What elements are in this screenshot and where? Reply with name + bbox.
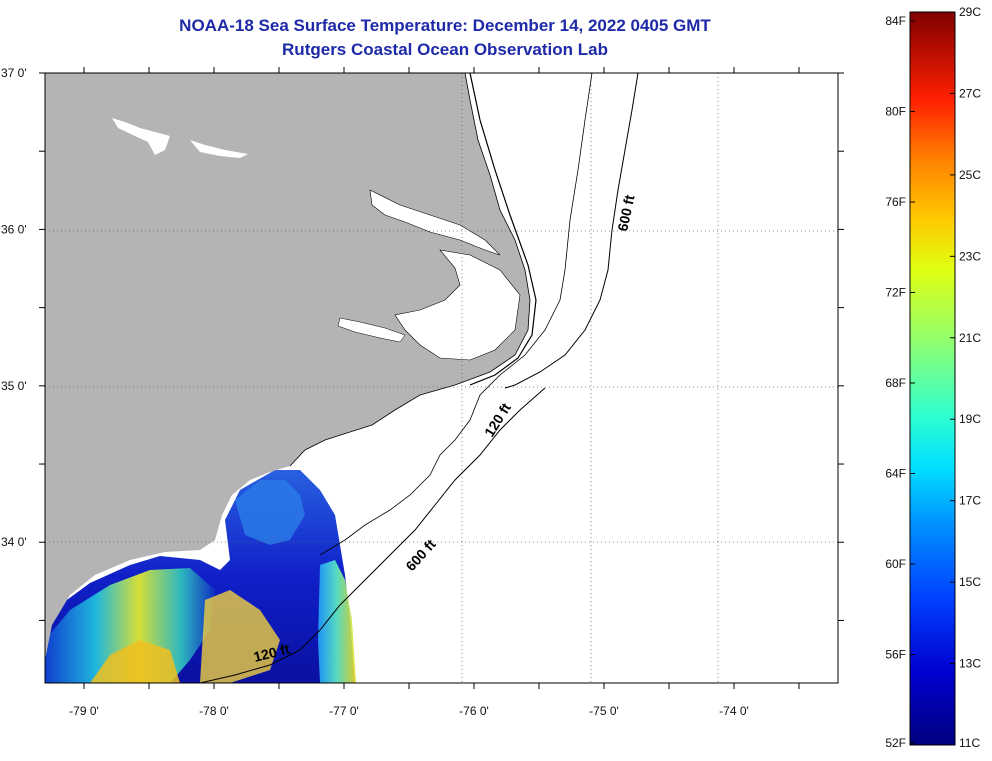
colorbar-c-label: 21C — [959, 331, 981, 345]
colorbar-f-label: 64F — [885, 467, 906, 481]
axis-ticks — [39, 67, 844, 689]
latitude-label: 35 0' — [1, 379, 27, 393]
map-title: NOAA-18 Sea Surface Temperature: Decembe… — [179, 16, 711, 35]
longitude-label: -76 0' — [459, 704, 489, 718]
colorbar-fahrenheit-labels: 84F 80F 76F 72F 68F 64F 60F 56F 52F — [885, 14, 915, 750]
sst-patch-gulfstream — [318, 560, 356, 683]
contour-600ft-south — [199, 387, 546, 683]
colorbar-f-label: 76F — [885, 195, 906, 209]
map-frame — [44, 72, 839, 684]
inland-lake-2 — [190, 140, 248, 158]
grid-lines — [45, 73, 838, 683]
colorbar-f-label: 84F — [885, 14, 906, 28]
sst-patch-nearshore — [235, 480, 305, 545]
colorbar-c-label: 11C — [959, 736, 980, 750]
map-subtitle: Rutgers Coastal Ocean Observation Lab — [282, 40, 608, 59]
contour-600ft-north — [504, 73, 639, 389]
pamlico-sound — [394, 249, 521, 361]
colorbar-c-label: 27C — [959, 86, 981, 100]
pamlico-river — [337, 317, 406, 343]
contour-120ft — [319, 73, 593, 556]
sst-patch-shelf — [200, 590, 280, 683]
longitude-labels: -79 0' -78 0' -77 0' -76 0' -75 0' -74 0' — [69, 704, 749, 718]
latitude-label: 34 0' — [1, 535, 27, 549]
outer-banks — [469, 73, 537, 386]
colorbar-f-label: 80F — [885, 105, 906, 119]
colorbar-c-label: 17C — [959, 494, 981, 508]
latitude-label: 37 0' — [1, 66, 27, 80]
longitude-label: -79 0' — [69, 704, 99, 718]
coast-outline — [289, 73, 531, 467]
contour-label-600ft-north: 600 ft — [614, 193, 637, 232]
colorbar-f-label: 68F — [885, 376, 906, 390]
colorbar-c-label: 19C — [959, 412, 981, 426]
albemarle-sound — [369, 189, 501, 256]
colorbar-c-label: 23C — [959, 249, 981, 263]
sst-patch-warm — [45, 568, 215, 683]
colorbar-c-label: 13C — [959, 657, 981, 671]
longitude-label: -75 0' — [589, 704, 619, 718]
latitude-label: 36 0' — [1, 222, 27, 236]
inland-lake-1 — [112, 118, 170, 155]
longitude-label: -78 0' — [199, 704, 229, 718]
colorbar-f-label: 72F — [885, 286, 906, 300]
colorbar-f-label: 60F — [885, 557, 906, 571]
colorbar-c-label: 25C — [959, 168, 981, 182]
colorbar-celsius-labels: 29C 27C 25C 23C 21C 19C 17C 15C 13C 11C — [950, 5, 981, 750]
sst-patch-warm-south — [90, 640, 180, 683]
colorbar-c-label: 15C — [959, 575, 981, 589]
colorbar-c-label: 29C — [959, 5, 981, 19]
colorbar-f-label: 56F — [885, 648, 906, 662]
colorbar-f-label: 52F — [885, 736, 906, 750]
longitude-label: -74 0' — [719, 704, 749, 718]
longitude-label: -77 0' — [329, 704, 359, 718]
latitude-labels: 37 0' 36 0' 35 0' 34 0' — [1, 66, 27, 549]
colorbar — [909, 11, 956, 746]
